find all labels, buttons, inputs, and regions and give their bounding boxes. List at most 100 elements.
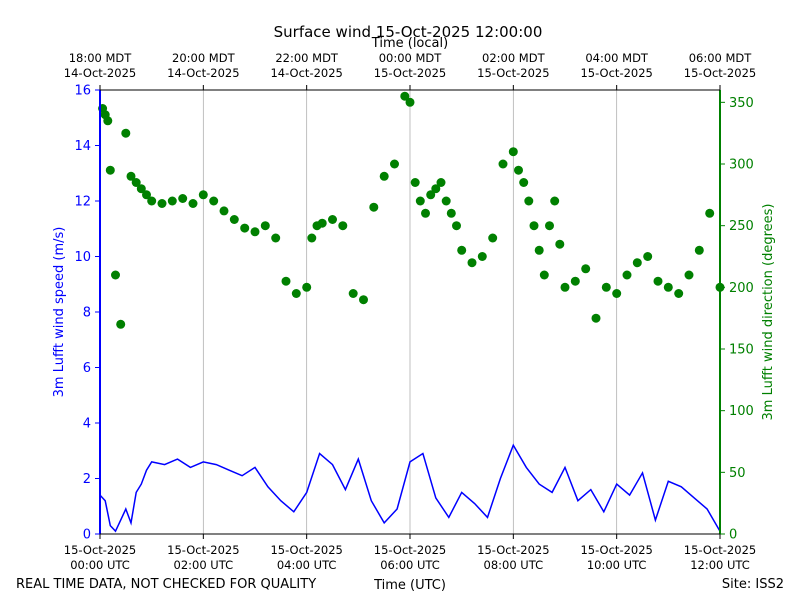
direction-point-38 — [405, 97, 415, 107]
direction-point-69 — [622, 270, 632, 280]
direction-point-14 — [178, 194, 188, 203]
direction-point-26 — [302, 282, 312, 292]
direction-point-61 — [550, 196, 560, 206]
direction-point-76 — [694, 245, 704, 255]
left-tick-label-8: 16 — [74, 84, 91, 99]
top-tick-time-1: 20:00 MDT — [172, 51, 236, 65]
speed-line — [99, 443, 721, 533]
top-tick-date-2: 14-Oct-2025 — [270, 66, 342, 80]
direction-point-74 — [674, 289, 684, 298]
chart-title: Surface wind 15-Oct-2025 12:00:00 — [274, 23, 543, 41]
direction-point-43 — [431, 184, 441, 194]
left-tick-label-1: 2 — [83, 472, 91, 487]
direction-point-58 — [534, 245, 544, 255]
bottom-tick-time-0: 00:00 UTC — [70, 558, 130, 572]
direction-point-17 — [209, 196, 219, 206]
direction-point-44 — [436, 178, 446, 187]
direction-point-73 — [663, 282, 673, 292]
direction-point-54 — [514, 165, 523, 175]
direction-point-4 — [111, 270, 120, 280]
left-tick-label-3: 6 — [83, 361, 91, 376]
right-tick-label-5: 250 — [729, 219, 754, 234]
direction-point-10 — [142, 190, 151, 200]
bottom-tick-date-6: 15-Oct-2025 — [684, 543, 756, 557]
bottom-tick-time-5: 10:00 UTC — [587, 558, 647, 572]
direction-point-35 — [379, 171, 389, 181]
top-axis-label: Time (local) — [371, 36, 448, 51]
direction-point-67 — [601, 282, 611, 292]
direction-point-57 — [529, 221, 539, 231]
direction-point-49 — [467, 258, 477, 268]
bottom-axis-label: Time (UTC) — [373, 578, 446, 593]
top-tick-time-6: 06:00 MDT — [689, 51, 753, 65]
direction-point-55 — [519, 178, 529, 187]
top-tick-date-0: 14-Oct-2025 — [64, 66, 136, 80]
right-tick-label-6: 300 — [729, 158, 754, 173]
right-tick-label-4: 200 — [729, 281, 754, 296]
direction-point-42 — [426, 190, 436, 200]
direction-point-18 — [219, 206, 229, 216]
top-tick-time-2: 22:00 MDT — [275, 51, 339, 65]
direction-point-75 — [684, 270, 694, 280]
top-tick-date-6: 15-Oct-2025 — [684, 66, 756, 80]
direction-point-40 — [415, 196, 425, 206]
direction-point-9 — [136, 184, 146, 194]
bottom-tick-date-1: 15-Oct-2025 — [167, 543, 239, 557]
top-tick-time-0: 18:00 MDT — [69, 51, 133, 65]
direction-point-47 — [452, 221, 461, 231]
direction-point-6 — [121, 128, 131, 138]
direction-point-45 — [441, 196, 451, 206]
direction-point-36 — [390, 159, 399, 169]
direction-point-12 — [157, 199, 167, 208]
direction-point-59 — [539, 270, 549, 280]
direction-series — [98, 91, 725, 329]
direction-point-2 — [103, 116, 113, 126]
left-tick-label-6: 12 — [74, 195, 91, 210]
direction-point-15 — [188, 199, 198, 208]
top-tick-date-1: 14-Oct-2025 — [167, 66, 239, 80]
direction-point-51 — [488, 233, 498, 243]
direction-point-29 — [317, 218, 327, 228]
quality-disclaimer: REAL TIME DATA, NOT CHECKED FOR QUALITY — [16, 577, 316, 592]
direction-point-19 — [229, 215, 239, 224]
direction-point-13 — [167, 196, 177, 206]
direction-point-7 — [126, 171, 136, 181]
direction-point-30 — [328, 215, 337, 224]
direction-point-32 — [348, 289, 358, 298]
bottom-tick-date-3: 15-Oct-2025 — [374, 543, 446, 557]
direction-point-22 — [260, 221, 270, 231]
bottom-tick-date-0: 15-Oct-2025 — [64, 543, 136, 557]
top-tick-date-4: 15-Oct-2025 — [477, 66, 549, 80]
direction-point-33 — [359, 295, 368, 305]
direction-point-71 — [643, 252, 653, 261]
direction-point-72 — [653, 276, 663, 286]
direction-point-3 — [105, 165, 115, 175]
top-tick-time-3: 00:00 MDT — [379, 51, 443, 65]
right-tick-label-7: 350 — [729, 96, 754, 111]
top-tick-date-3: 15-Oct-2025 — [374, 66, 446, 80]
direction-point-23 — [271, 233, 281, 243]
direction-point-60 — [545, 221, 554, 231]
left-tick-label-2: 4 — [83, 417, 91, 432]
direction-point-5 — [116, 319, 126, 329]
right-axis-ticks: 0 50 100 150 200 250 300 350 — [720, 96, 754, 543]
direction-point-41 — [421, 208, 430, 218]
direction-point-34 — [369, 202, 379, 212]
direction-point-62 — [555, 239, 565, 249]
bottom-tick-time-6: 12:00 UTC — [690, 558, 750, 572]
direction-point-53 — [508, 147, 518, 157]
top-tick-time-5: 04:00 MDT — [585, 51, 649, 65]
direction-point-48 — [457, 245, 467, 255]
left-tick-label-0: 0 — [83, 528, 91, 543]
left-tick-label-5: 10 — [74, 250, 91, 265]
bottom-tick-time-3: 06:00 UTC — [380, 558, 440, 572]
left-axis-ticks: 0 2 4 6 8 10 12 14 16 — [74, 84, 100, 543]
left-tick-label-4: 8 — [83, 306, 91, 321]
speed-series — [99, 443, 721, 533]
right-tick-label-0: 0 — [729, 528, 737, 543]
direction-point-50 — [477, 252, 487, 261]
direction-point-24 — [281, 276, 291, 286]
